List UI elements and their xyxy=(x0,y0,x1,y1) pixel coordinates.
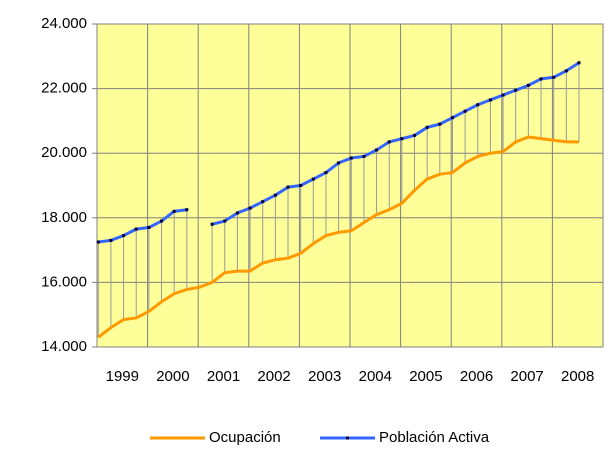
marker xyxy=(109,238,113,242)
marker xyxy=(375,148,379,152)
marker xyxy=(362,154,366,158)
x-tick-label: 2005 xyxy=(409,368,442,385)
x-tick-label: 2003 xyxy=(308,368,341,385)
x-tick-label: 2007 xyxy=(510,368,543,385)
marker xyxy=(488,98,492,102)
x-tick-label: 2002 xyxy=(257,368,290,385)
marker xyxy=(286,185,290,189)
marker xyxy=(577,61,581,65)
marker xyxy=(514,88,518,92)
marker xyxy=(248,206,252,210)
marker xyxy=(450,116,454,120)
marker xyxy=(349,156,353,160)
marker xyxy=(400,137,404,141)
x-tick-label: 2000 xyxy=(156,368,189,385)
marker xyxy=(438,122,442,126)
legend-label: Ocupación xyxy=(209,429,281,446)
marker xyxy=(413,133,417,137)
marker xyxy=(134,227,138,231)
marker xyxy=(337,161,341,165)
marker xyxy=(235,211,239,215)
marker xyxy=(147,225,151,229)
marker xyxy=(223,219,227,223)
marker xyxy=(185,208,189,212)
x-tick-label: 2004 xyxy=(359,368,392,385)
marker xyxy=(122,234,126,238)
marker xyxy=(552,75,556,79)
marker xyxy=(172,209,176,213)
marker xyxy=(476,103,480,107)
marker xyxy=(463,109,467,113)
marker xyxy=(324,171,328,175)
y-tick-label: 24.000 xyxy=(41,15,87,32)
marker xyxy=(273,193,277,197)
series-line xyxy=(98,208,188,244)
marker xyxy=(387,140,391,144)
marker xyxy=(299,184,303,187)
marker xyxy=(261,200,265,204)
marker xyxy=(160,219,164,223)
legend-marker xyxy=(346,436,349,440)
y-tick-label: 16.000 xyxy=(41,273,87,290)
marker xyxy=(210,222,214,226)
marker xyxy=(311,177,315,181)
y-tick-label: 18.000 xyxy=(41,209,87,226)
series-line xyxy=(97,135,579,339)
marker xyxy=(526,83,530,87)
marker xyxy=(539,77,543,81)
x-tick-label: 2001 xyxy=(207,368,240,385)
legend-label: Población Activa xyxy=(379,429,490,446)
x-tick-label: 1999 xyxy=(106,368,139,385)
x-tick-label: 2008 xyxy=(561,368,594,385)
marker xyxy=(96,240,100,244)
series-line xyxy=(211,61,580,226)
marker xyxy=(501,93,505,97)
x-tick-label: 2006 xyxy=(460,368,493,385)
y-tick-label: 22.000 xyxy=(41,80,87,97)
y-tick-label: 14.000 xyxy=(41,338,87,355)
marker xyxy=(564,69,568,73)
y-tick-label: 20.000 xyxy=(41,144,87,161)
marker xyxy=(425,125,429,129)
